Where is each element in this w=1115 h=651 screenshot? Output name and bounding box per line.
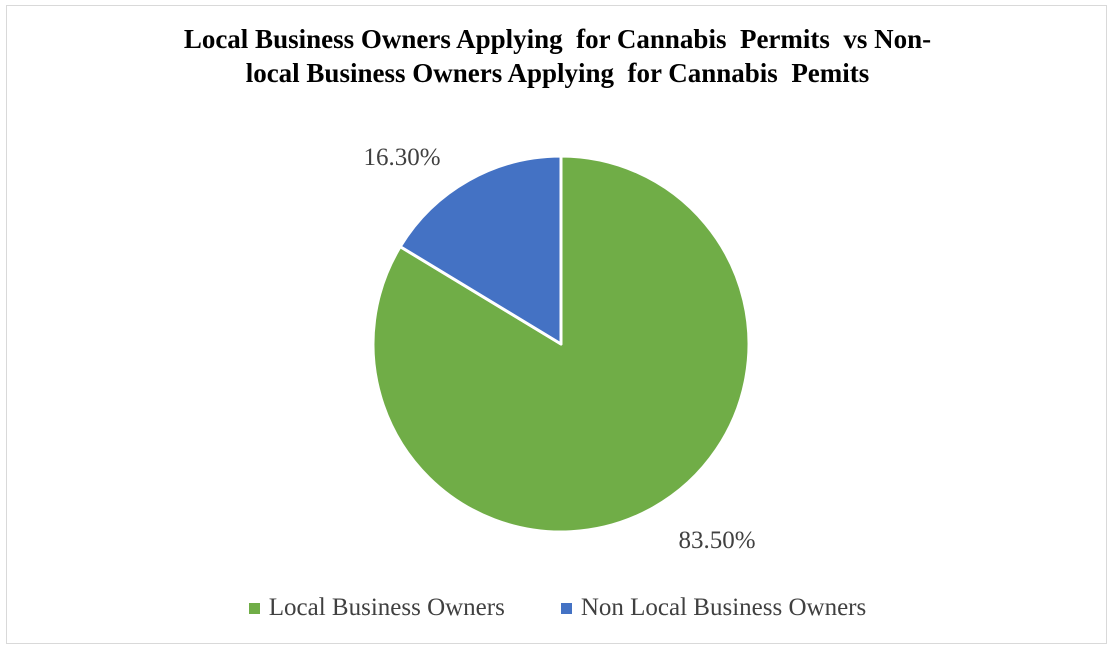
- legend: Local Business Owners Non Local Business…: [0, 594, 1115, 622]
- legend-swatch-local: [248, 602, 260, 614]
- chart-title-line-1: Local Business Owners Applying for Canna…: [183, 24, 932, 54]
- legend-label-non-local: Non Local Business Owners: [580, 594, 867, 621]
- legend-label-local: Local Business Owners: [268, 594, 505, 621]
- chart-title-line-2: local Business Owners Applying for Canna…: [245, 58, 870, 88]
- pie-slice-non-local: [398, 154, 563, 346]
- chart-title: Local Business Owners Applying for Canna…: [0, 22, 1115, 90]
- pie-slices: [371, 154, 751, 534]
- legend-item-local: Local Business Owners: [248, 594, 505, 622]
- legend-swatch-non-local: [560, 602, 572, 614]
- data-label-non-local: 16.30%: [363, 144, 440, 171]
- data-labels: 83.50% 16.30%: [363, 144, 755, 554]
- data-label-local: 83.50%: [678, 527, 755, 554]
- legend-item-non-local: Non Local Business Owners: [560, 594, 867, 622]
